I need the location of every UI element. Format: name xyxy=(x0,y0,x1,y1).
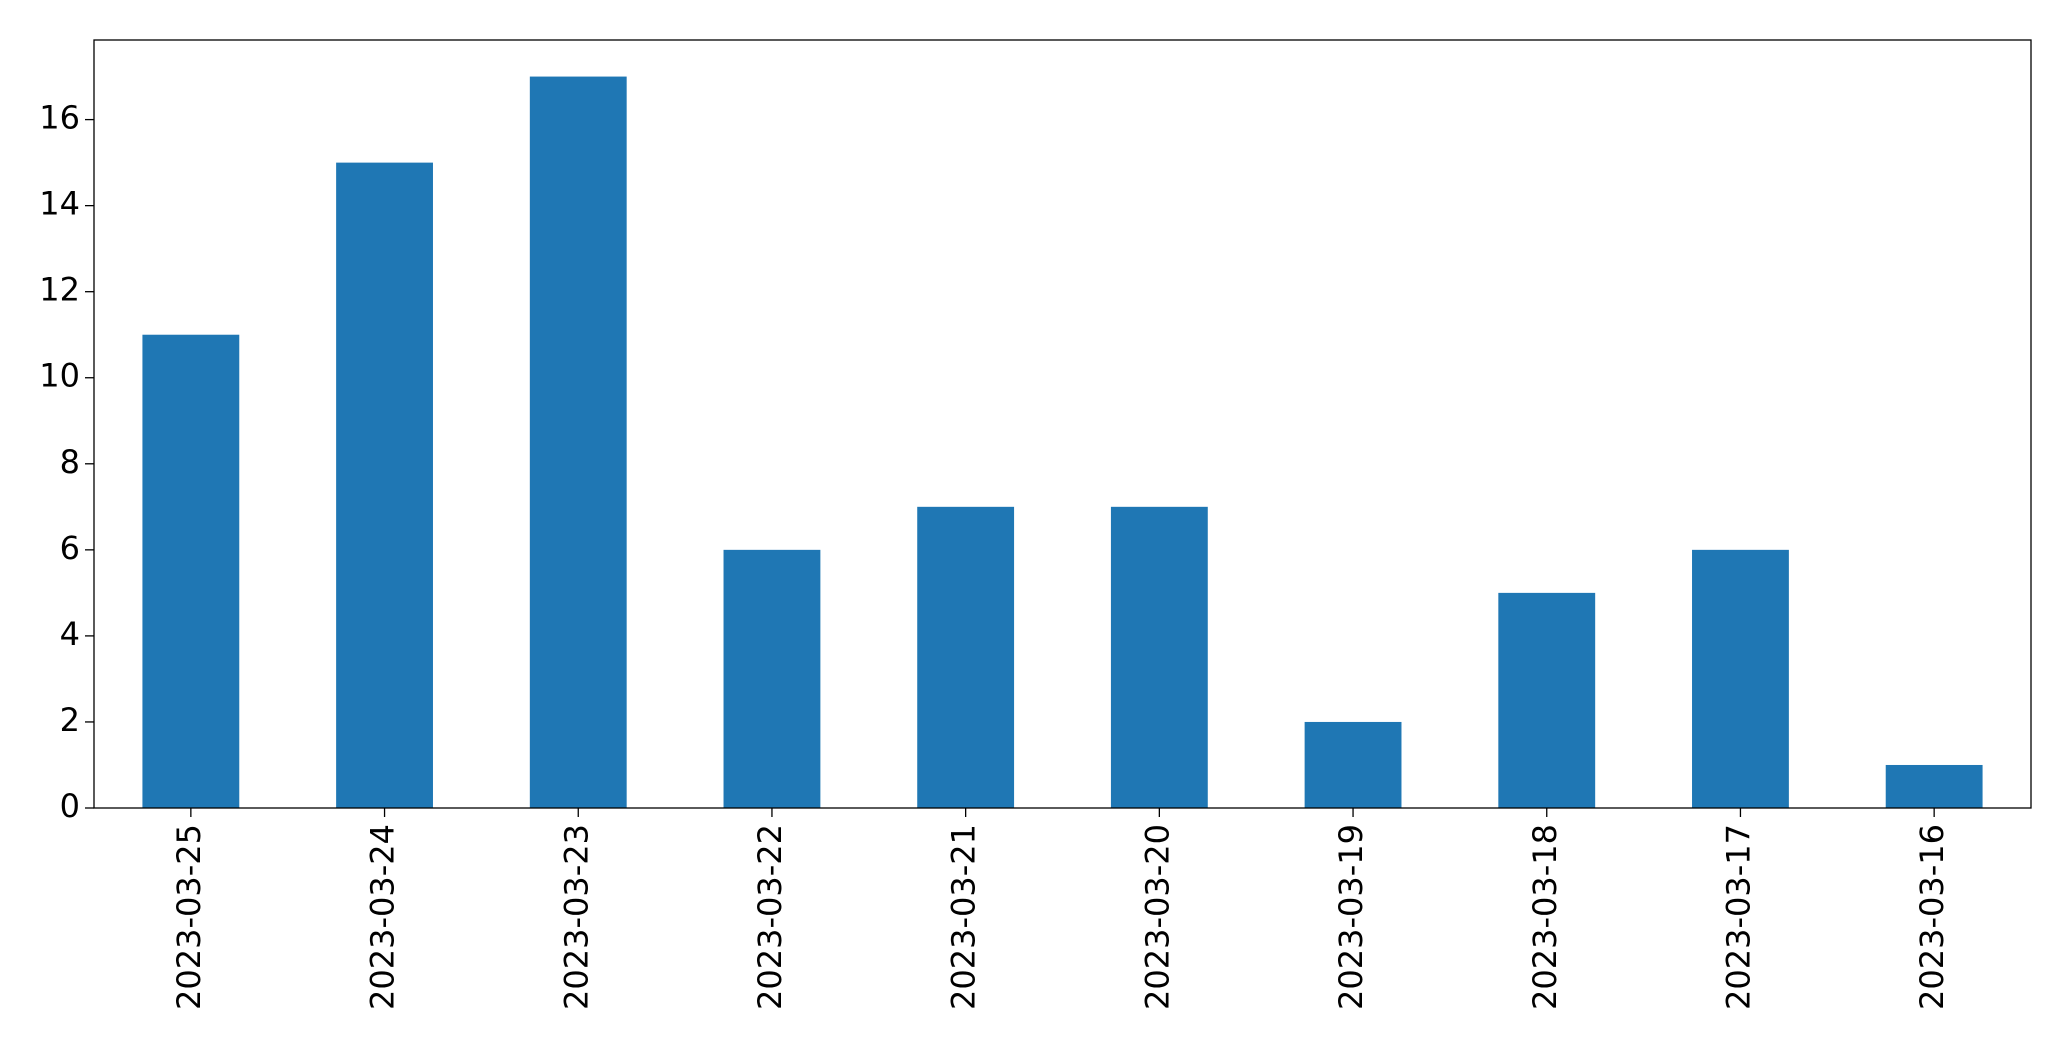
y-tick-label: 8 xyxy=(60,443,80,481)
x-tick-label: 2023-03-16 xyxy=(1913,824,1951,1010)
x-tick-label: 2023-03-24 xyxy=(364,824,402,1010)
bar xyxy=(1498,592,1596,808)
y-tick-label: 4 xyxy=(60,615,80,653)
x-tick-label: 2023-03-23 xyxy=(557,824,595,1010)
bar xyxy=(917,506,1015,808)
y-tick-label: 14 xyxy=(39,185,80,223)
y-tick-label: 16 xyxy=(39,99,80,137)
x-tick-label: 2023-03-22 xyxy=(751,824,789,1010)
y-tick-label: 10 xyxy=(39,357,80,395)
x-tick-label: 2023-03-17 xyxy=(1719,824,1757,1010)
y-tick-label: 2 xyxy=(60,701,80,739)
bar xyxy=(1110,506,1208,808)
x-tick-label: 2023-03-20 xyxy=(1138,824,1176,1010)
plot-frame xyxy=(93,39,2032,809)
bar xyxy=(1885,764,1983,808)
y-tick-label: 12 xyxy=(39,271,80,309)
bar xyxy=(1304,721,1402,808)
x-tick-label: 2023-03-25 xyxy=(170,824,208,1010)
bar xyxy=(529,76,627,809)
bar xyxy=(336,162,433,809)
y-tick-label: 6 xyxy=(60,529,80,567)
y-tick-label: 0 xyxy=(60,787,80,825)
bar xyxy=(1692,549,1789,808)
bar xyxy=(142,334,240,808)
x-tick-label: 2023-03-21 xyxy=(945,824,983,1010)
x-tick-label: 2023-03-19 xyxy=(1332,824,1370,1010)
x-tick-label: 2023-03-18 xyxy=(1526,824,1564,1010)
bar xyxy=(723,549,821,808)
